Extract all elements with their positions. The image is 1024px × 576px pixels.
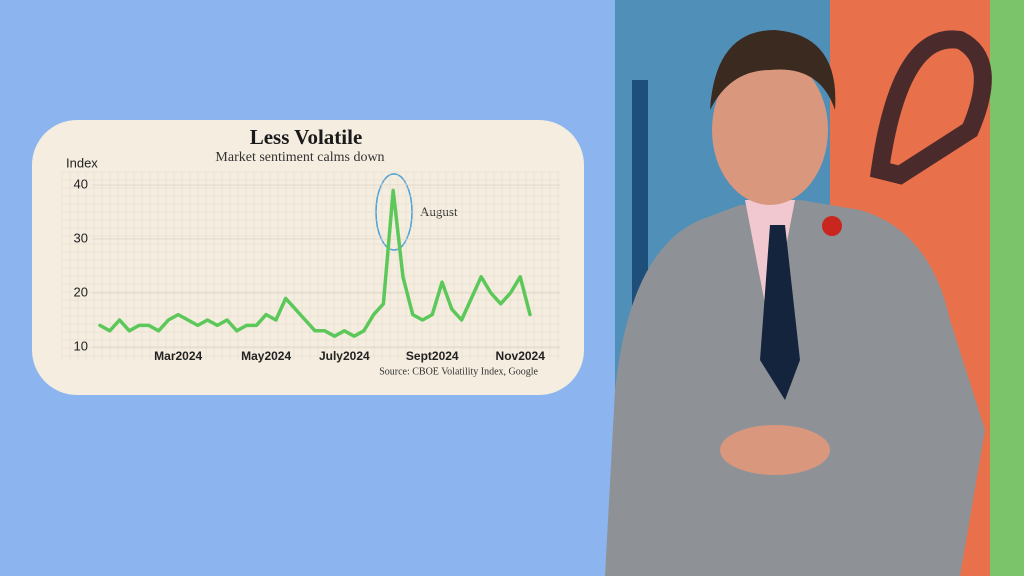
x-tick-label: Nov2024 [496,349,546,363]
y-tick-label: 30 [74,230,88,245]
banknote-green [990,0,1024,576]
y-tick-label: 10 [74,338,88,353]
source: Source: CBOE Volatility Index, Google [379,366,538,377]
x-tick-label: Sept2024 [406,349,459,363]
y-tick-label: 20 [74,284,88,299]
y-axis-label: Index [66,155,98,170]
annotation: August [420,204,458,219]
chart-subtitle: Market sentiment calms down [215,150,384,165]
face [712,55,828,205]
plot: 10 20 30 40 Mar2024 May2024 July2024 Sept2024 No… [61,171,560,363]
x-tick-label: May2024 [241,349,291,363]
hair [710,30,836,110]
tie [760,225,800,400]
banknote-digit [869,30,992,185]
x-tick-label: July2024 [319,349,370,363]
y-tick-label: 40 [74,176,88,191]
hands [720,425,830,475]
suit [605,200,985,576]
poppy [822,216,842,236]
line [98,188,532,338]
x-tick-label: Mar2024 [154,349,202,363]
chart-title: Less Volatile [250,125,363,149]
